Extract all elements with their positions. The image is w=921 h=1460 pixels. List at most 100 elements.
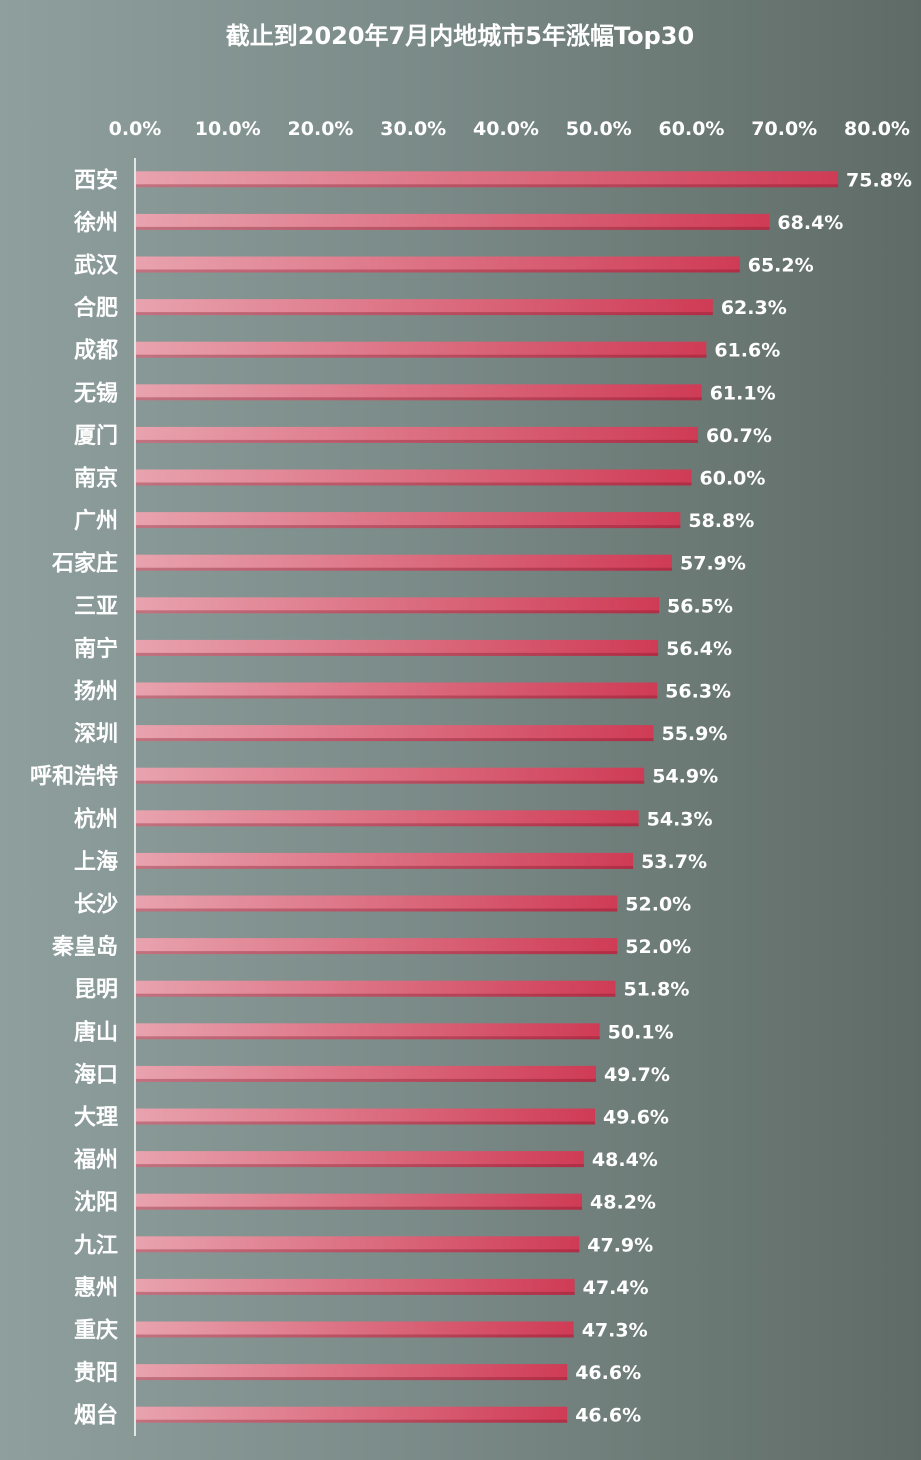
bar (136, 682, 658, 699)
category-label: 九江 (73, 1233, 118, 1258)
bar-shadow (136, 312, 713, 316)
bar (136, 852, 634, 869)
bar-shadow (136, 226, 770, 230)
value-label: 47.4% (583, 1277, 649, 1299)
value-label: 68.4% (777, 212, 843, 234)
value-label: 60.7% (706, 425, 772, 447)
value-label: 58.8% (688, 510, 754, 532)
value-label: 54.9% (652, 766, 718, 788)
category-label: 南宁 (74, 636, 118, 662)
bar (136, 256, 740, 273)
x-tick-label: 50.0% (566, 118, 632, 140)
category-label: 广州 (74, 508, 118, 534)
bar (136, 1108, 596, 1125)
value-label: 62.3% (721, 297, 787, 319)
bar (136, 554, 673, 571)
value-label: 56.4% (666, 638, 732, 660)
bar-shadow (136, 738, 654, 742)
value-label: 61.1% (710, 382, 776, 404)
bar-shadow (136, 184, 839, 188)
bar-shadow (136, 1334, 574, 1338)
value-label: 46.6% (575, 1405, 641, 1427)
value-label: 52.0% (625, 894, 691, 916)
value-label: 47.3% (582, 1320, 648, 1342)
value-label: 65.2% (748, 255, 814, 277)
value-label: 47.9% (587, 1234, 653, 1256)
bar-shadow (136, 1036, 600, 1040)
bar-shadow (136, 1291, 575, 1295)
category-label: 西安 (74, 167, 118, 193)
bar (136, 767, 645, 784)
bar (136, 1193, 583, 1210)
x-tick-label: 10.0% (195, 118, 261, 140)
category-label: 无锡 (74, 381, 118, 406)
bar-shadow (136, 610, 660, 614)
x-tick-label: 80.0% (844, 118, 910, 140)
category-label: 重庆 (74, 1318, 118, 1344)
bar-shadow (136, 652, 659, 656)
bar-shadow (136, 780, 645, 784)
chart-title: 截止到2020年7月内地城市5年涨幅Top30 (226, 22, 694, 50)
value-label: 49.7% (604, 1064, 670, 1086)
bar (136, 639, 659, 656)
bar-shadow (136, 1164, 584, 1168)
bar (136, 1065, 596, 1082)
category-label: 成都 (74, 339, 118, 364)
bar-shadow (136, 1078, 596, 1082)
value-label: 61.6% (714, 340, 780, 362)
category-label: 合肥 (74, 295, 118, 321)
bar-shadow (136, 1419, 568, 1423)
bar-shadow (136, 951, 618, 955)
value-label: 56.5% (667, 595, 733, 617)
bar (136, 980, 616, 997)
bar-shadow (136, 1206, 583, 1210)
bar-shadow (136, 993, 616, 997)
bar-shadow (136, 439, 698, 443)
bar (136, 1151, 584, 1168)
value-label: 55.9% (661, 723, 727, 745)
category-labels: 西安徐州武汉合肥成都无锡厦门南京广州石家庄三亚南宁扬州深圳呼和浩特杭州上海长沙秦… (30, 167, 119, 1428)
bar (136, 1406, 568, 1423)
bar (136, 384, 702, 401)
value-label: 49.6% (603, 1107, 669, 1129)
bar (136, 213, 770, 230)
bar-shadow (136, 1121, 596, 1125)
bar (136, 810, 639, 827)
value-label: 57.9% (680, 553, 746, 575)
bar (136, 469, 692, 486)
x-tick-label: 70.0% (751, 118, 817, 140)
x-tick-label: 0.0% (109, 118, 162, 140)
value-label: 51.8% (623, 979, 689, 1001)
category-label: 上海 (74, 849, 118, 875)
bar-shadow (136, 397, 702, 401)
bar-shadow (136, 525, 681, 529)
bar (136, 1321, 574, 1338)
bar (136, 1278, 575, 1295)
bar (136, 725, 654, 742)
value-label: 52.0% (625, 936, 691, 958)
category-label: 三亚 (74, 594, 118, 619)
category-label: 大理 (74, 1106, 118, 1131)
x-tick-label: 60.0% (659, 118, 725, 140)
bar (136, 895, 618, 912)
category-label: 沈阳 (74, 1191, 118, 1216)
value-label: 53.7% (641, 851, 707, 873)
bar-shadow (136, 354, 707, 358)
bar (136, 938, 618, 955)
bar-shadow (136, 695, 658, 699)
bar-shadow (136, 567, 673, 571)
category-label: 烟台 (74, 1403, 118, 1429)
value-labels: 75.8%68.4% 65.2% 62.3% 61.6% 61.1% 60.7% 60.0%… (575, 169, 912, 1426)
bar (136, 299, 713, 316)
value-label: 54.3% (647, 808, 713, 830)
x-tick-label: 30.0% (380, 118, 446, 140)
category-label: 深圳 (74, 722, 118, 747)
value-label: 75.8% (846, 169, 912, 191)
category-label: 贵阳 (74, 1361, 118, 1386)
category-label: 惠州 (74, 1276, 118, 1301)
bar-shadow (136, 269, 740, 273)
category-label: 唐山 (74, 1019, 118, 1045)
value-label: 46.6% (575, 1362, 641, 1384)
